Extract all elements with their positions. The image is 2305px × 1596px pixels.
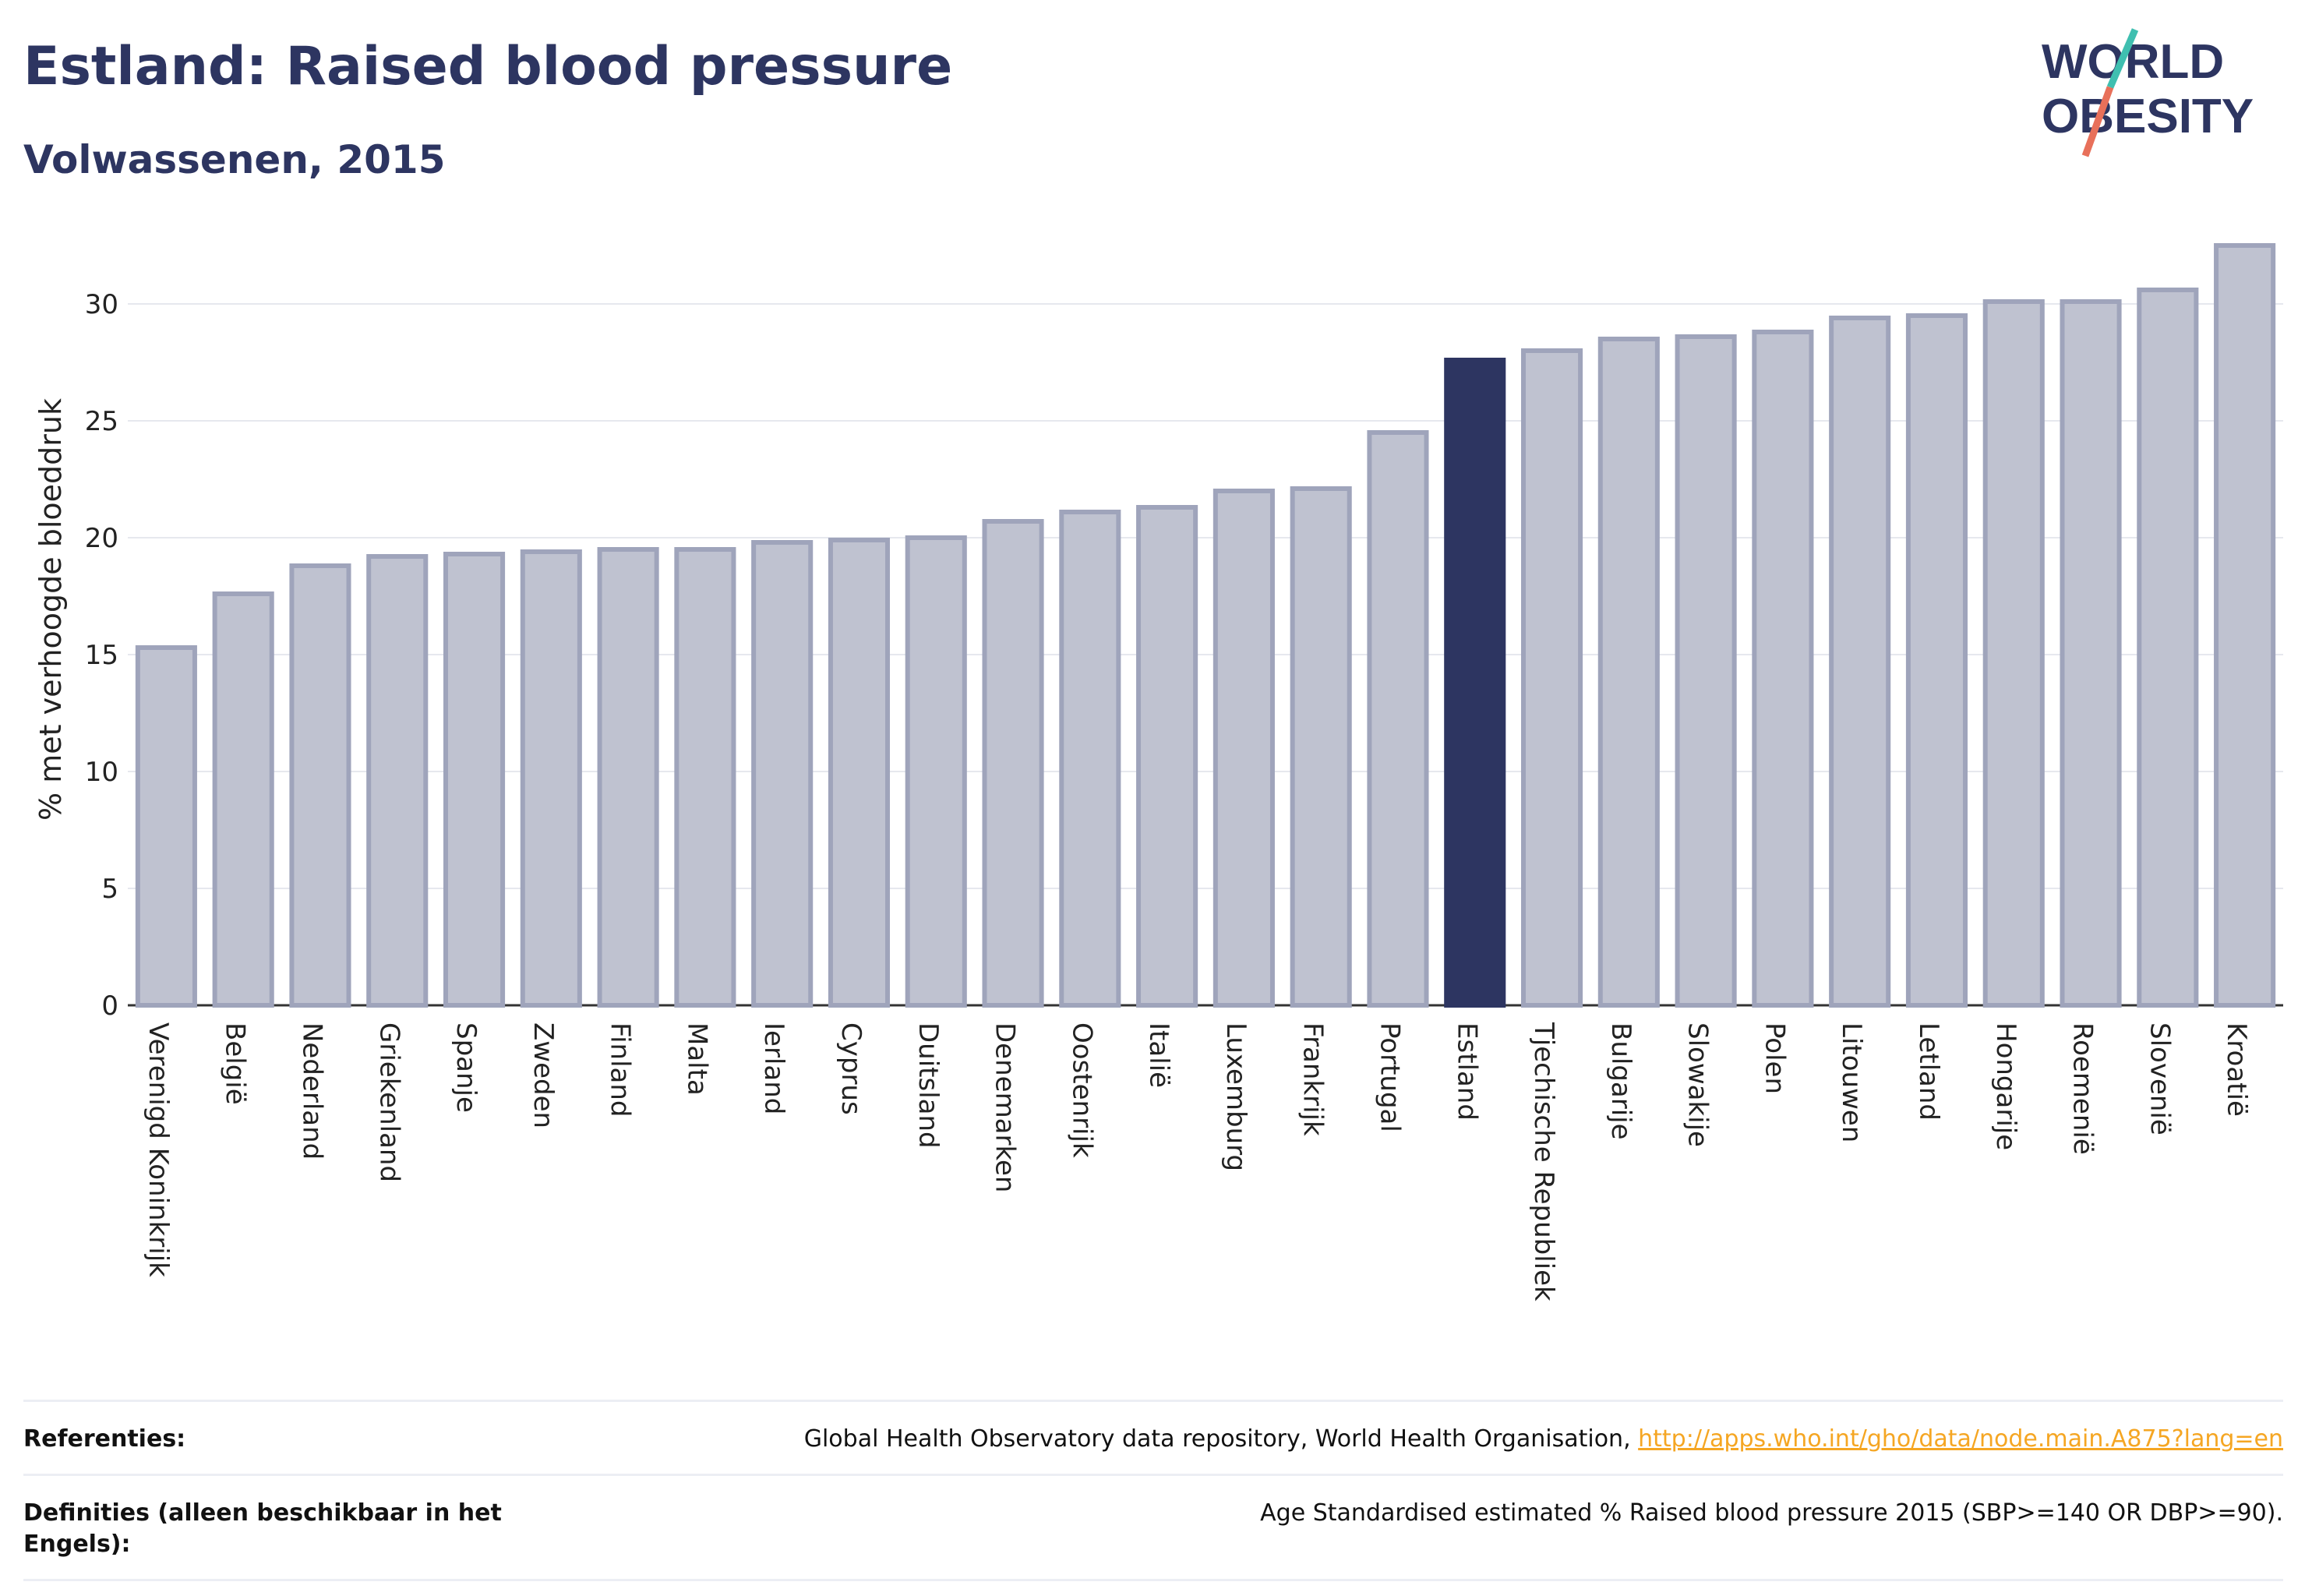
page-title: Estland: Raised blood pressure xyxy=(23,36,953,97)
references-value: Global Health Observatory data repositor… xyxy=(804,1424,2283,1455)
bar xyxy=(2137,288,2199,1008)
x-tick-label: Roemenië xyxy=(2067,1022,2099,1155)
x-tick-label: Letland xyxy=(1913,1022,1944,1121)
x-tick-label: Litouwen xyxy=(1836,1022,1867,1142)
y-tick-label: 10 xyxy=(85,757,118,788)
bar xyxy=(2214,243,2276,1008)
bar xyxy=(1059,510,1121,1008)
y-tick-label: 25 xyxy=(85,406,118,437)
bar xyxy=(1290,486,1352,1008)
bar xyxy=(751,540,814,1008)
references-panel: Referenties: Global Health Observatory d… xyxy=(23,1400,2283,1581)
bar xyxy=(135,645,197,1008)
bar xyxy=(1520,348,1583,1008)
bar xyxy=(289,563,351,1008)
y-tick-label: 15 xyxy=(85,640,118,671)
logo-line1: WORLD xyxy=(2042,35,2224,89)
x-tick-label: Spanje xyxy=(450,1022,482,1113)
definitions-row: Definities (alleen beschikbaar in het En… xyxy=(23,1474,2283,1581)
y-tick-label: 20 xyxy=(85,523,118,554)
x-tick-label: Nederland xyxy=(296,1022,327,1160)
x-tick-label: Estland xyxy=(1451,1022,1482,1121)
x-tick-label: Hongarije xyxy=(1990,1022,2021,1150)
y-axis-label: % met verhoogde bloeddruk xyxy=(34,398,68,821)
bar xyxy=(212,591,274,1008)
bar xyxy=(520,549,582,1008)
bar xyxy=(2060,299,2122,1008)
x-tick-label: Cyprus xyxy=(835,1022,867,1115)
x-tick-label: Bulgarije xyxy=(1605,1022,1636,1140)
x-tick-label: Zweden xyxy=(528,1022,559,1128)
bar xyxy=(366,554,429,1008)
bar xyxy=(1675,334,1737,1008)
bar xyxy=(1367,430,1429,1008)
x-tick-label: Griekenland xyxy=(373,1022,404,1182)
logo-teal-slash xyxy=(2106,28,2139,89)
bar xyxy=(982,519,1044,1008)
x-tick-label: Duitsland xyxy=(912,1022,944,1149)
x-tick-label: Malta xyxy=(681,1022,712,1096)
x-tick-label: Portugal xyxy=(1374,1022,1405,1132)
x-tick-label: Slowakije xyxy=(1682,1022,1714,1147)
world-obesity-logo: WORLD OBESITY xyxy=(2042,28,2254,157)
references-text: Global Health Observatory data repositor… xyxy=(803,1425,1639,1453)
bar xyxy=(1829,316,1891,1008)
x-tick-label: Kroatië xyxy=(2221,1022,2252,1117)
x-tick-label: Finland xyxy=(605,1022,636,1118)
y-tick-layer: 0 5 10 15 20 25 30 xyxy=(85,289,118,1022)
x-tick-label: Slovenië xyxy=(2144,1022,2175,1135)
x-tick-label: Tjechische Republiek xyxy=(1528,1022,1559,1301)
x-tick-label: Polen xyxy=(1759,1022,1790,1094)
x-tick-layer: Verenigd Koninkrijk België Nederland Grieke… xyxy=(143,1022,2252,1301)
bar xyxy=(443,552,506,1008)
x-tick-label: Italië xyxy=(1143,1022,1174,1088)
x-tick-label: Frankrijk xyxy=(1297,1022,1329,1136)
bar xyxy=(1213,489,1275,1008)
x-tick-label: België xyxy=(220,1022,251,1105)
references-row: Referenties: Global Health Observatory d… xyxy=(23,1400,2283,1474)
bar-highlight xyxy=(1444,358,1506,1008)
bar xyxy=(905,535,967,1008)
y-tick-label: 5 xyxy=(101,874,118,905)
logo-line2: OBESITY xyxy=(2042,90,2254,143)
definitions-value: Age Standardised estimated % Raised bloo… xyxy=(1260,1499,2283,1527)
bar xyxy=(828,538,891,1008)
x-tick-label: Oostenrijk xyxy=(1066,1022,1097,1158)
x-tick-label: Denemarken xyxy=(990,1022,1021,1192)
bar-layer xyxy=(135,243,2276,1008)
y-tick-label: 30 xyxy=(85,289,118,320)
references-label: Referenties: xyxy=(23,1425,186,1453)
x-tick-label: Verenigd Koninkrijk xyxy=(143,1022,174,1277)
bar xyxy=(1136,505,1198,1008)
x-tick-label: Luxemburg xyxy=(1220,1022,1251,1171)
bar xyxy=(674,547,736,1008)
page-subtitle: Volwassenen, 2015 xyxy=(23,137,446,182)
y-tick-label: 0 xyxy=(101,990,118,1022)
bar-chart: 0 5 10 15 20 25 30 Verenigd Koninkrijk België Ne… xyxy=(34,243,2283,1301)
bar xyxy=(1982,299,2045,1008)
bar xyxy=(1905,313,1968,1008)
definitions-label: Definities (alleen beschikbaar in het En… xyxy=(23,1499,502,1558)
references-link[interactable]: http://apps.who.int/gho/data/node.main.A… xyxy=(1638,1425,2283,1453)
x-tick-label: Ierland xyxy=(758,1022,789,1114)
bar xyxy=(1752,330,1814,1008)
bar xyxy=(597,547,659,1008)
bar xyxy=(1597,337,1660,1008)
logo-coral-slash xyxy=(2081,86,2114,157)
